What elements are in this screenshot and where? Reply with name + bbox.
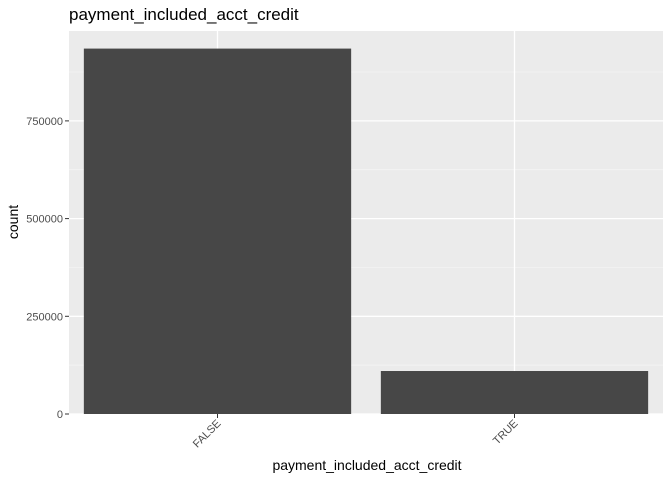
chart-title: payment_included_acct_credit xyxy=(69,5,299,24)
bar-true xyxy=(380,371,649,414)
y-tick-label: 0 xyxy=(57,409,63,421)
x-tick-label: FALSE xyxy=(191,418,224,451)
y-axis: 0 250000 500000 750000 xyxy=(26,116,69,421)
x-axis: FALSE TRUE xyxy=(191,414,521,450)
bars xyxy=(83,48,649,415)
y-tick-label: 750000 xyxy=(26,116,63,128)
y-axis-title: count xyxy=(5,205,21,239)
y-tick-label: 250000 xyxy=(26,311,63,323)
y-tick-label: 500000 xyxy=(26,214,63,226)
x-tick-label: TRUE xyxy=(491,418,521,448)
x-axis-title: payment_included_acct_credit xyxy=(272,457,461,473)
bar-false xyxy=(83,48,352,415)
